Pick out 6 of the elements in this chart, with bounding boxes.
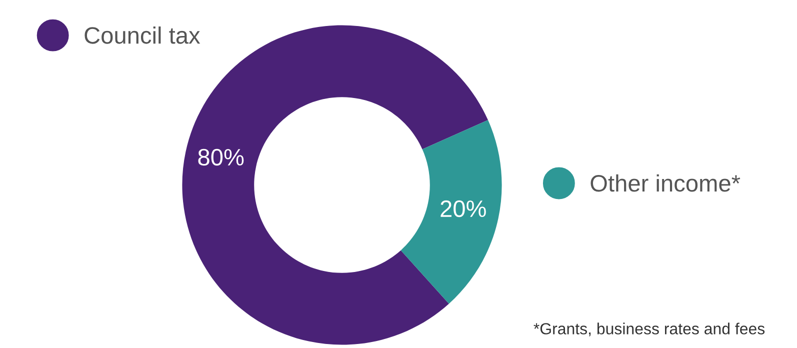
legend-label: Council tax <box>84 26 200 44</box>
text: *Grants, business rates and fees <box>534 322 765 336</box>
data-label: 20% <box>440 200 486 218</box>
legend-label: Other income* <box>590 174 740 192</box>
data-label: 80% <box>198 148 244 166</box>
donut-slice <box>400 120 502 304</box>
